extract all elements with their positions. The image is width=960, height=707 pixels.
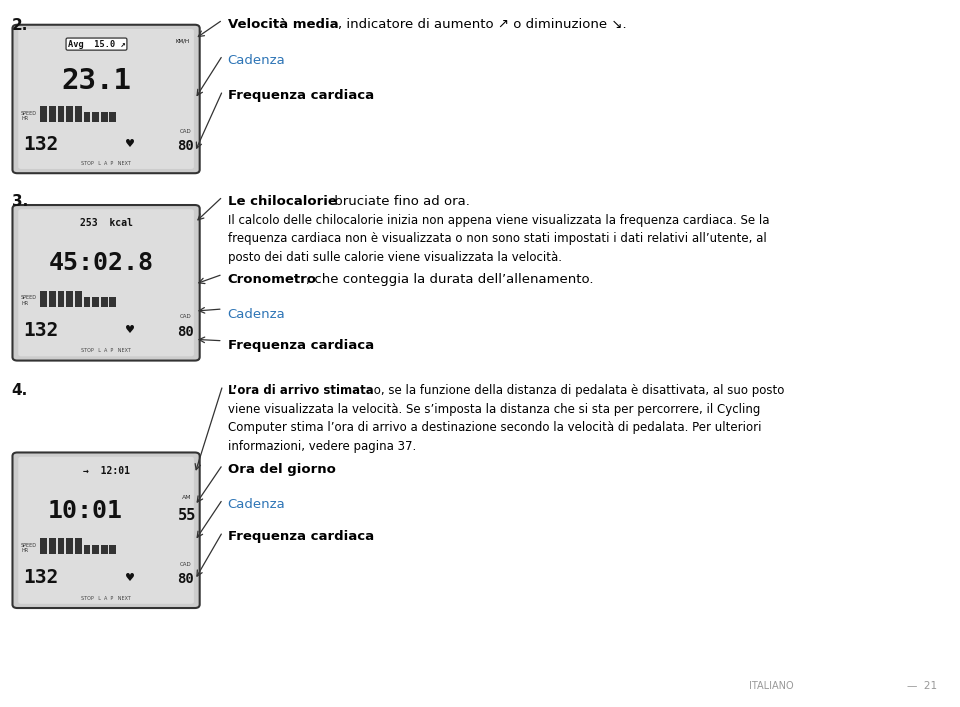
Text: AM: AM: [182, 495, 192, 500]
Text: viene visualizzata la velocità. Se s’imposta la distanza che si sta per percorre: viene visualizzata la velocità. Se s’imp…: [228, 403, 761, 453]
Text: 80: 80: [177, 139, 194, 153]
Bar: [84, 112, 90, 122]
Bar: [101, 545, 108, 554]
Bar: [58, 539, 64, 554]
Text: KM/H: KM/H: [176, 38, 190, 43]
Text: Frequenza cardiaca: Frequenza cardiaca: [228, 89, 373, 102]
Text: 10:01: 10:01: [47, 499, 123, 523]
Text: , indicatore di aumento ↗ o diminuzione ↘.: , indicatore di aumento ↗ o diminuzione …: [338, 18, 627, 31]
Text: 132: 132: [23, 568, 59, 588]
Text: 45:02.8: 45:02.8: [49, 252, 154, 276]
Bar: [84, 298, 90, 307]
Text: ♥: ♥: [125, 573, 135, 583]
Text: SPEED
HR: SPEED HR: [21, 296, 37, 306]
Text: 80: 80: [177, 572, 194, 586]
Bar: [92, 112, 99, 122]
FancyBboxPatch shape: [18, 457, 194, 604]
Bar: [92, 545, 99, 554]
Text: , che conteggia la durata dell’allenamento.: , che conteggia la durata dell’allenamen…: [306, 273, 593, 286]
Text: 132: 132: [23, 135, 59, 153]
Bar: [40, 291, 47, 307]
Text: Cadenza: Cadenza: [228, 54, 285, 66]
Bar: [58, 106, 64, 122]
Text: CAD: CAD: [180, 315, 191, 320]
Text: L’ora di arrivo stimata: L’ora di arrivo stimata: [228, 384, 373, 397]
Text: Cronometro: Cronometro: [228, 273, 317, 286]
Text: Avg  15.0 ↗: Avg 15.0 ↗: [67, 40, 126, 49]
Text: 2.: 2.: [12, 18, 28, 33]
FancyBboxPatch shape: [12, 205, 200, 361]
FancyBboxPatch shape: [12, 25, 200, 173]
Bar: [109, 298, 116, 307]
Bar: [49, 539, 56, 554]
Text: CAD: CAD: [180, 562, 191, 567]
Text: Velocità media: Velocità media: [228, 18, 338, 31]
Bar: [75, 539, 82, 554]
Bar: [66, 106, 73, 122]
Text: 23.1: 23.1: [61, 66, 132, 95]
Text: —  21: — 21: [907, 682, 937, 691]
Bar: [101, 298, 108, 307]
Bar: [49, 291, 56, 307]
FancyBboxPatch shape: [12, 452, 200, 608]
Bar: [109, 545, 116, 554]
Text: bruciate fino ad ora.: bruciate fino ad ora.: [330, 195, 470, 208]
Text: Le chilocalorie: Le chilocalorie: [228, 195, 336, 208]
Text: Cadenza: Cadenza: [228, 308, 285, 320]
Text: ITALIANO: ITALIANO: [749, 682, 793, 691]
Text: STOP   L  A  P   NEXT: STOP L A P NEXT: [82, 349, 131, 354]
Text: 253  kcal: 253 kcal: [80, 218, 132, 228]
Text: Frequenza cardiaca: Frequenza cardiaca: [228, 339, 373, 352]
Text: ♥: ♥: [125, 139, 135, 149]
Text: →  12:01: → 12:01: [83, 466, 130, 476]
Text: 80: 80: [177, 325, 194, 339]
Text: STOP   L  A  P   NEXT: STOP L A P NEXT: [82, 596, 131, 601]
Bar: [92, 298, 99, 307]
Text: Cadenza: Cadenza: [228, 498, 285, 510]
Bar: [109, 112, 116, 122]
Bar: [40, 106, 47, 122]
Text: SPEED
HR: SPEED HR: [21, 110, 37, 122]
Bar: [84, 545, 90, 554]
Bar: [75, 106, 82, 122]
Bar: [66, 539, 73, 554]
Text: ♥: ♥: [125, 325, 135, 335]
Bar: [75, 291, 82, 307]
Text: SPEED
HR: SPEED HR: [21, 543, 37, 554]
Text: 4.: 4.: [12, 383, 28, 398]
Bar: [58, 291, 64, 307]
Text: Frequenza cardiaca: Frequenza cardiaca: [228, 530, 373, 543]
FancyBboxPatch shape: [18, 209, 194, 356]
Text: CAD: CAD: [180, 129, 191, 134]
Text: Ora del giorno: Ora del giorno: [228, 463, 335, 476]
Text: o, se la funzione della distanza di pedalata è disattivata, al suo posto: o, se la funzione della distanza di peda…: [370, 384, 784, 397]
Bar: [40, 539, 47, 554]
Text: 3.: 3.: [12, 194, 28, 209]
Text: STOP   L  A  P   NEXT: STOP L A P NEXT: [82, 161, 131, 166]
Bar: [66, 291, 73, 307]
Bar: [101, 112, 108, 122]
Text: 132: 132: [23, 321, 59, 340]
Text: 55: 55: [178, 508, 197, 523]
FancyBboxPatch shape: [18, 29, 194, 169]
Text: Il calcolo delle chilocalorie inizia non appena viene visualizzata la frequenza : Il calcolo delle chilocalorie inizia non…: [228, 214, 769, 264]
Bar: [49, 106, 56, 122]
